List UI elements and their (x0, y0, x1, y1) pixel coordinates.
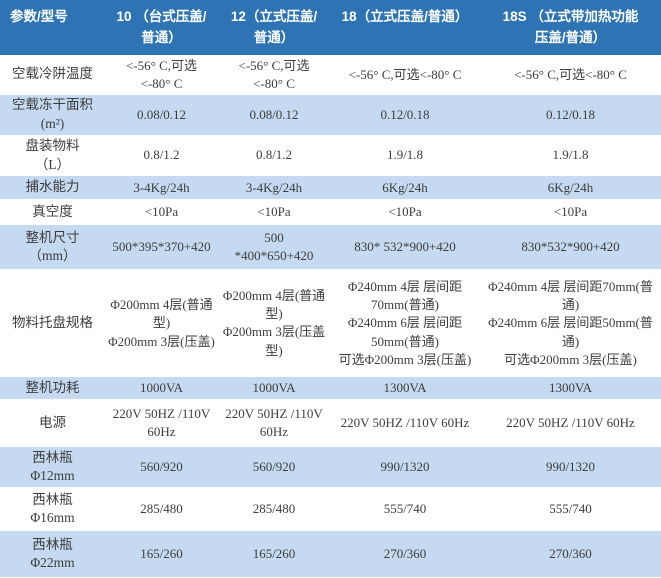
row-label: 空载冻干面积 (m²) (0, 94, 105, 136)
row-power-consumption: 整机功耗 1000VA 1000VA 1300VA 1300VA (0, 376, 661, 401)
row-label: 空载冷阱温度 (0, 55, 105, 95)
spec-cell: 0.08/0.12 (218, 94, 330, 136)
spec-cell: 285/480 (105, 487, 218, 532)
row-label: 西林瓶 Φ12mm (0, 446, 105, 489)
spec-cell: 1.9/1.8 (480, 135, 661, 177)
spec-cell: 6Kg/24h (330, 175, 480, 201)
header-row: 参数/型号 10 （台式压盖/ 普通） 12（立式压盖/ 普通） 18（立式压盖… (0, 0, 661, 56)
spec-cell: <10Pa (218, 199, 330, 226)
spec-cell: 1300VA (330, 376, 480, 401)
spec-cell: 0.12/0.18 (330, 94, 480, 136)
row-label: 盘装物料 （L） (0, 135, 105, 177)
row-label: 真空度 (0, 199, 105, 226)
row-tray-spec: 物料托盘规格 Φ200mm 4层(普通型) Φ200mm 3层(压盖) Φ200… (0, 269, 661, 378)
spec-cell: 560/920 (105, 446, 218, 489)
column-header-model-10: 10 （台式压盖/ 普通） (105, 0, 218, 56)
spec-cell: 0.12/0.18 (480, 94, 661, 136)
row-label: 西林瓶 Φ16mm (0, 487, 105, 532)
spec-cell: 990/1320 (330, 446, 480, 489)
column-header-model-12: 12（立式压盖/ 普通） (218, 0, 330, 56)
column-header-params: 参数/型号 (0, 0, 105, 56)
spec-cell: 270/360 (330, 530, 480, 578)
row-label: 整机尺寸 （mm） (0, 224, 105, 271)
spec-cell: 830* 532*900+420 (330, 224, 480, 271)
row-vial-22mm: 西林瓶 Φ22mm 165/260 165/260 270/360 270/36… (0, 530, 661, 578)
row-vial-16mm: 西林瓶 Φ16mm 285/480 285/480 555/740 555/74… (0, 487, 661, 532)
spec-cell: 1000VA (105, 376, 218, 401)
spec-cell: <10Pa (330, 199, 480, 226)
row-vial-12mm: 西林瓶 Φ12mm 560/920 560/920 990/1320 990/1… (0, 446, 661, 489)
spec-cell: 270/360 (480, 530, 661, 578)
row-vacuum-degree: 真空度 <10Pa <10Pa <10Pa <10Pa (0, 199, 661, 226)
spec-cell: <-56° C,可选<-80° C (480, 55, 661, 95)
row-label: 捕水能力 (0, 175, 105, 201)
spec-cell: 1000VA (218, 376, 330, 401)
spec-cell: 830*532*900+420 (480, 224, 661, 271)
spec-cell: 165/260 (105, 530, 218, 578)
row-water-capture: 捕水能力 3-4Kg/24h 3-4Kg/24h 6Kg/24h 6Kg/24h (0, 175, 661, 201)
spec-cell: Φ200mm 4层(普通型) Φ200mm 3层(压盖) (105, 269, 218, 378)
row-label: 电源 (0, 399, 105, 448)
spec-cell: 165/260 (218, 530, 330, 578)
spec-cell: Φ240mm 4层 层间距70mm(普通) Φ240mm 6层 层间距50mm(… (480, 269, 661, 378)
row-label: 整机功耗 (0, 376, 105, 401)
spec-cell: 560/920 (218, 446, 330, 489)
spec-cell: 500 *400*650+420 (218, 224, 330, 271)
spec-cell: 500*395*370+420 (105, 224, 218, 271)
spec-cell: 3-4Kg/24h (105, 175, 218, 201)
spec-cell: 220V 50HZ /110V 60Hz (105, 399, 218, 448)
spec-cell: <10Pa (105, 199, 218, 226)
spec-cell: 0.8/1.2 (218, 135, 330, 177)
spec-cell: 3-4Kg/24h (218, 175, 330, 201)
spec-cell: <-56° C,可选<-80° C (330, 55, 480, 95)
spec-cell: 555/740 (480, 487, 661, 532)
spec-cell: 555/740 (330, 487, 480, 532)
spec-cell: 6Kg/24h (480, 175, 661, 201)
spec-cell: 1300VA (480, 376, 661, 401)
spec-cell: 990/1320 (480, 446, 661, 489)
column-header-model-18s: 18S （立式带加热功能 压盖/普通） (480, 0, 661, 56)
row-machine-size: 整机尺寸 （mm） 500*395*370+420 500 *400*650+4… (0, 224, 661, 271)
spec-cell: 0.08/0.12 (105, 94, 218, 136)
row-tray-material: 盘装物料 （L） 0.8/1.2 0.8/1.2 1.9/1.8 1.9/1.8 (0, 135, 661, 177)
row-label: 物料托盘规格 (0, 269, 105, 378)
row-freeze-dry-area: 空载冻干面积 (m²) 0.08/0.12 0.08/0.12 0.12/0.1… (0, 94, 661, 136)
spec-cell: <-56° C,可选 <-80° C (105, 55, 218, 95)
spec-cell: 0.8/1.2 (105, 135, 218, 177)
spec-cell: <10Pa (480, 199, 661, 226)
spec-cell: 220V 50HZ /110V 60Hz (330, 399, 480, 448)
spec-cell: <-56° C,可选 <-80° C (218, 55, 330, 95)
column-header-model-18: 18（立式压盖/普通） (330, 0, 480, 56)
spec-cell: Φ240mm 4层 层间距70mm(普通) Φ240mm 6层 层间距50mm(… (330, 269, 480, 378)
spec-cell: 285/480 (218, 487, 330, 532)
spec-cell: 220V 50HZ /110V 60Hz (480, 399, 661, 448)
row-label: 西林瓶 Φ22mm (0, 530, 105, 578)
row-cold-trap-temp: 空载冷阱温度 <-56° C,可选 <-80° C <-56° C,可选 <-8… (0, 55, 661, 95)
spec-cell: 220V 50HZ /110V 60Hz (218, 399, 330, 448)
spec-cell: Φ200mm 4层(普通型) Φ200mm 3层(压盖型) (218, 269, 330, 378)
spec-cell: 1.9/1.8 (330, 135, 480, 177)
row-power-supply: 电源 220V 50HZ /110V 60Hz 220V 50HZ /110V … (0, 399, 661, 448)
